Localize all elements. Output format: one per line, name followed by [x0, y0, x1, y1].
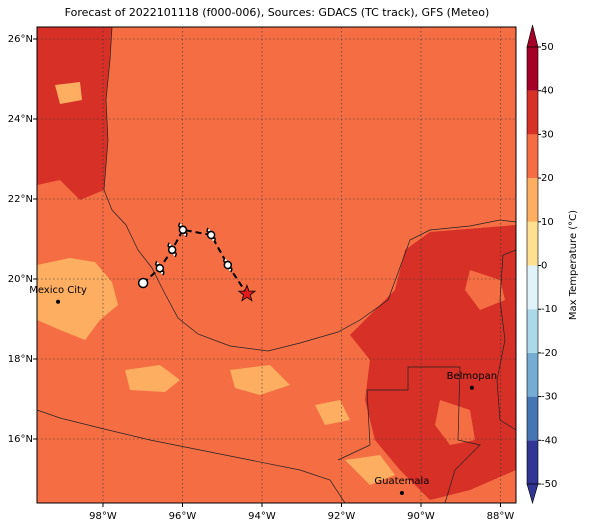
- colorbar-extend: [526, 483, 539, 505]
- mild-region: [125, 365, 180, 392]
- colorbar-tick-label: 30: [541, 129, 554, 140]
- colorbar-segment: [527, 90, 538, 135]
- colorbar-tick-label: -20: [541, 348, 557, 359]
- mild-region: [37, 258, 118, 340]
- gulf-sea: [103, 27, 516, 352]
- y-tick-label: 16°N: [8, 434, 33, 445]
- colorbar-segment: [527, 134, 538, 179]
- land-patch: [465, 270, 505, 310]
- colorbar-segment: [527, 309, 538, 353]
- x-tick-label: 98°W: [89, 511, 117, 522]
- colorbar-tick-label: -50: [541, 479, 557, 490]
- colorbar-label: Max Temperature (°C): [568, 210, 579, 320]
- map-title: Forecast of 2022101118 (f000-006), Sourc…: [65, 6, 490, 19]
- mild-region: [55, 82, 82, 104]
- y-tick-label: 26°N: [8, 34, 33, 45]
- x-tick-label: 92°W: [328, 511, 356, 522]
- country-border: [337, 366, 481, 503]
- track-point: [155, 260, 165, 276]
- map-frame: [36, 26, 517, 504]
- colorbar-segment: [527, 221, 538, 266]
- city-dot: [56, 299, 61, 304]
- colorbar-segment: [527, 352, 538, 397]
- mild-region: [345, 455, 395, 485]
- colorbar-segment: [527, 47, 538, 91]
- y-tick-label: 22°N: [8, 194, 33, 205]
- track-point: [206, 227, 216, 243]
- colorbar-tick-label: 50: [541, 42, 554, 53]
- y-tick-label: 18°N: [8, 354, 33, 365]
- warm-region: [37, 27, 112, 200]
- pacific-sea: [37, 409, 346, 503]
- track-point: [223, 257, 233, 273]
- x-tick-label: 88°W: [487, 511, 515, 522]
- colorbar-tick-label: 40: [541, 86, 554, 97]
- y-tick-label: 20°N: [8, 274, 33, 285]
- y-tick-label: 24°N: [8, 114, 33, 125]
- colorbar-tick-label: 0: [541, 261, 547, 272]
- x-tick-label: 96°W: [169, 511, 197, 522]
- colorbar-segment: [527, 440, 538, 484]
- city-label: Mexico City: [29, 285, 87, 296]
- colorbar-tick-label: 10: [541, 217, 554, 228]
- x-tick-label: 94°W: [248, 511, 276, 522]
- colorbar-tick-label: -40: [541, 435, 557, 446]
- colorbar-segment: [527, 265, 538, 310]
- mild-region: [230, 365, 290, 395]
- caribbean-sea: [496, 249, 516, 431]
- track-point: [178, 222, 188, 238]
- colorbar-tick-label: -30: [541, 392, 557, 403]
- colorbar-extend: [526, 24, 539, 48]
- track-point: [137, 277, 149, 289]
- map-area: [37, 27, 516, 503]
- track-point: [167, 242, 177, 258]
- city-label: Guatemala: [374, 476, 429, 487]
- land-patch: [435, 400, 475, 445]
- city-dot: [469, 385, 474, 390]
- colorbar-tick-label: -10: [541, 304, 557, 315]
- track-point: [237, 284, 257, 302]
- city-label: Belmopan: [447, 371, 497, 382]
- colorbar-tick-label: 20: [541, 173, 554, 184]
- city-dot: [399, 491, 404, 495]
- x-tick-label: 90°W: [407, 511, 435, 522]
- colorbar-segment: [527, 178, 538, 222]
- colorbar-segment: [527, 396, 538, 441]
- mild-region: [315, 400, 350, 425]
